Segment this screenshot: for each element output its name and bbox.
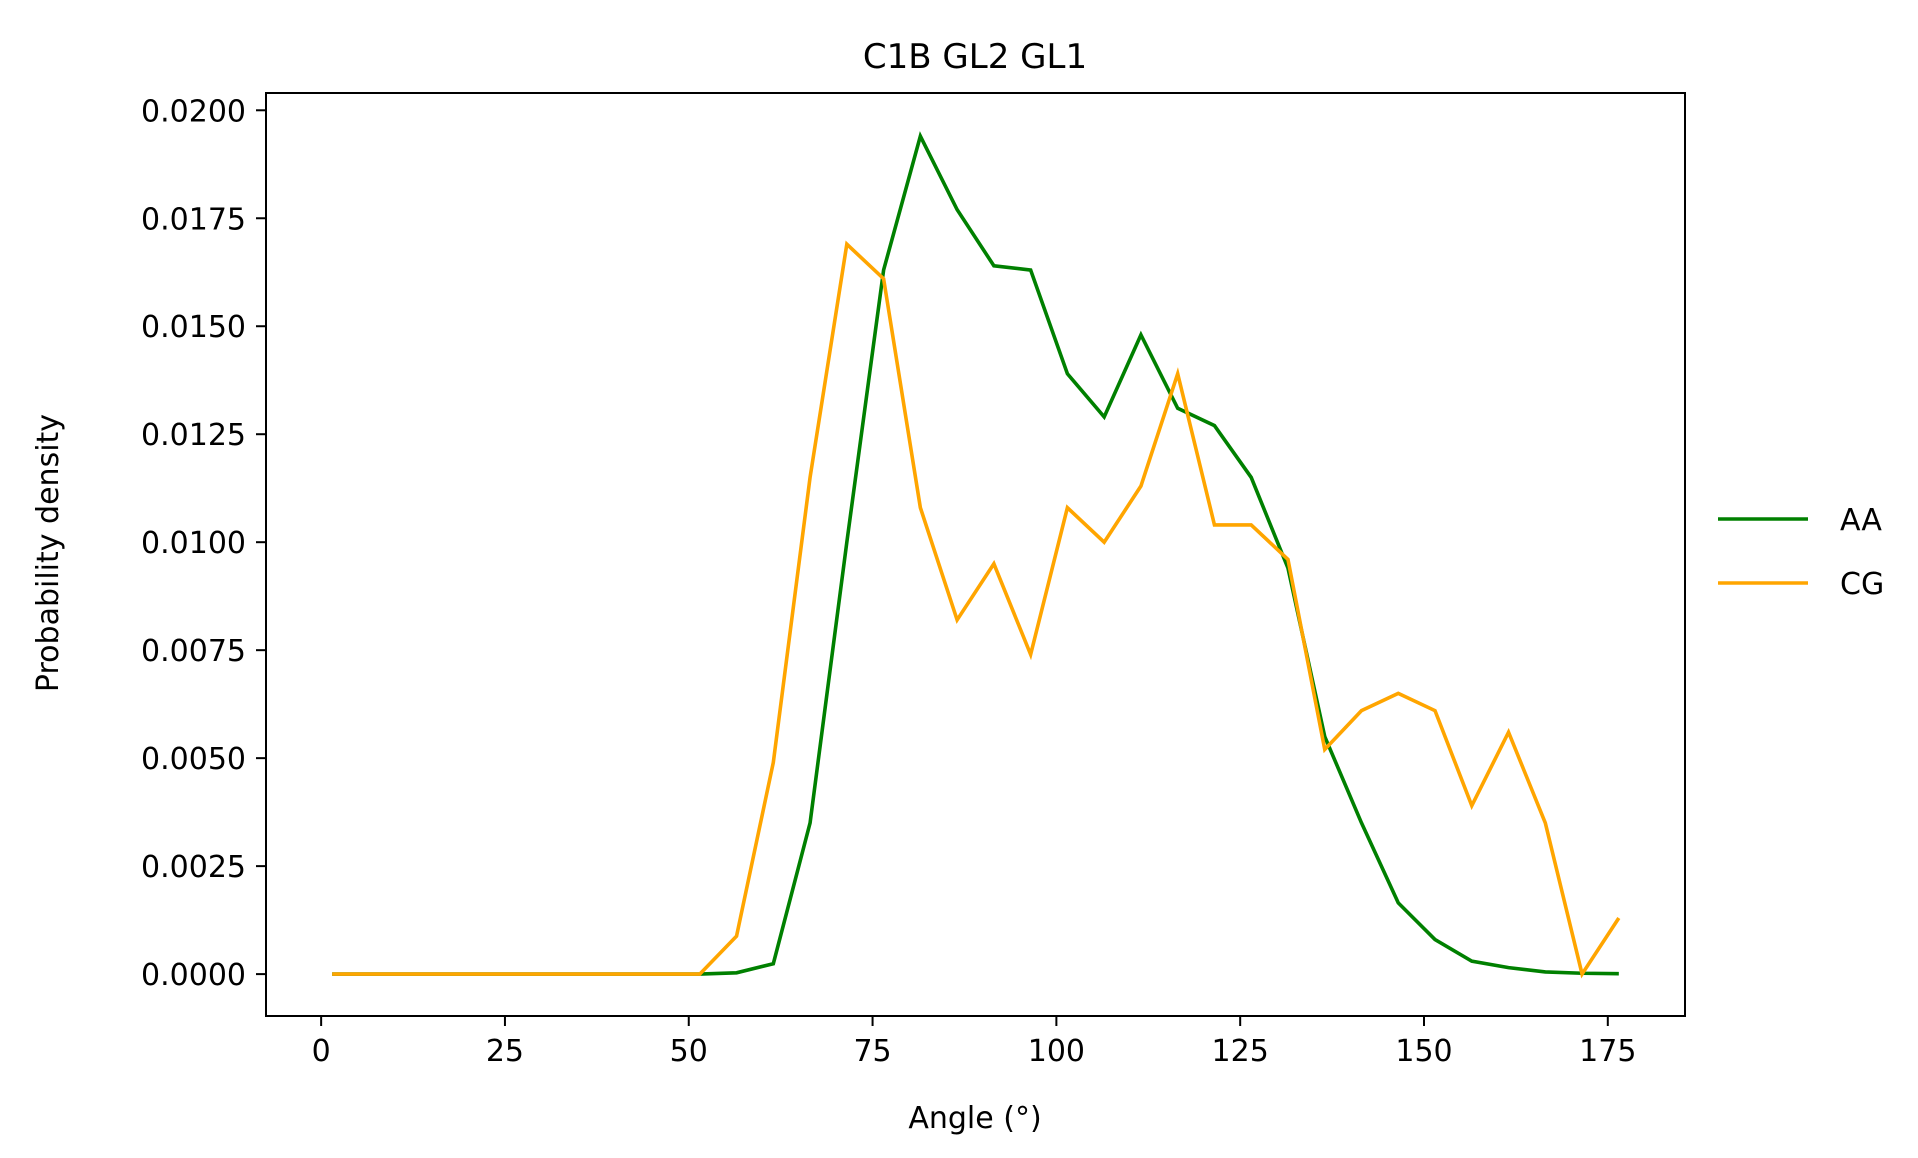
legend: AA CG [1718, 503, 1884, 602]
series-line-cg [332, 240, 1621, 979]
legend-label-cg: CG [1840, 567, 1884, 602]
x-tick-label: 75 [853, 1034, 891, 1069]
y-tick-label: 0.0175 [141, 202, 246, 237]
y-tick-label: 0.0200 [141, 94, 246, 129]
x-tick-label: 125 [1212, 1034, 1269, 1069]
y-tick-label: 0.0125 [141, 418, 246, 453]
chart-title: C1B GL2 GL1 [863, 37, 1087, 77]
y-tick-label: 0.0100 [141, 526, 246, 561]
y-tick-label: 0.0150 [141, 310, 246, 345]
x-tick-label: 150 [1395, 1034, 1452, 1069]
y-tick-label: 0.0075 [141, 634, 246, 669]
x-tick-label: 0 [312, 1034, 331, 1069]
plot-area: 0 25 50 75 100 125 150 175 0.0000 0.0025 0.0050 0.0… [141, 92, 1686, 1069]
x-axis-label: Angle (°) [908, 1101, 1041, 1136]
x-tick-label: 50 [670, 1034, 708, 1069]
x-tick-label: 175 [1579, 1034, 1636, 1069]
y-tick-label: 0.0050 [141, 742, 246, 777]
y-tick-label: 0.0000 [141, 958, 246, 993]
x-tick-label: 25 [486, 1034, 524, 1069]
y-axis-label: Probability density [31, 414, 66, 692]
axes-frame [265, 92, 1686, 1017]
x-tick-label: 100 [1028, 1034, 1085, 1069]
legend-label-aa: AA [1840, 503, 1882, 538]
y-tick-label: 0.0025 [141, 850, 246, 885]
